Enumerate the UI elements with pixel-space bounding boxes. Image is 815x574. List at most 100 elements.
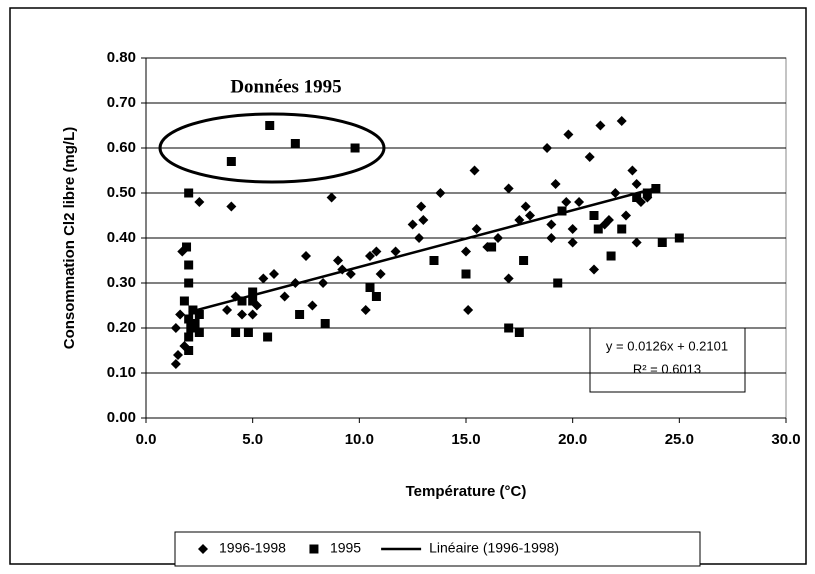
x-tick-label: 25.0	[665, 431, 694, 448]
point	[371, 246, 382, 257]
point	[574, 197, 585, 207]
x-tick-label: 5.0	[242, 431, 263, 448]
point	[333, 255, 343, 266]
point	[616, 116, 627, 126]
equation: y = 0.0126x + 0.2101	[606, 338, 728, 353]
point	[175, 309, 186, 320]
point	[360, 305, 371, 315]
point	[320, 319, 330, 328]
point	[243, 328, 253, 337]
point	[279, 291, 290, 302]
point	[182, 242, 192, 252]
point	[487, 242, 497, 252]
point	[553, 278, 563, 288]
y-axis-title: Consommation Cl2 libre (mg/L)	[61, 127, 78, 350]
y-tick-label: 0.00	[107, 409, 136, 426]
point	[657, 238, 667, 247]
point	[414, 233, 425, 243]
point	[184, 260, 194, 270]
point	[493, 233, 503, 243]
point	[226, 201, 237, 212]
point	[463, 305, 474, 315]
point	[631, 179, 642, 189]
point	[326, 192, 337, 203]
point	[471, 224, 482, 234]
point	[429, 256, 439, 265]
point	[237, 296, 247, 306]
x-tick-label: 30.0	[771, 431, 800, 448]
point	[503, 183, 514, 194]
point	[584, 152, 595, 162]
x-tick-label: 0.0	[136, 431, 157, 448]
x-tick-label: 10.0	[345, 431, 374, 448]
point	[504, 323, 514, 333]
point	[247, 309, 258, 320]
point	[525, 210, 535, 221]
y-tick-label: 0.50	[107, 184, 136, 201]
point	[435, 188, 446, 198]
point	[503, 273, 514, 284]
legend-box	[174, 531, 701, 567]
point	[567, 237, 578, 248]
annotation: Données 1995	[230, 76, 341, 97]
point	[469, 165, 480, 176]
y-tick-label: 0.80	[107, 49, 136, 66]
point	[173, 350, 183, 360]
point	[519, 256, 529, 265]
point	[621, 210, 631, 221]
point	[546, 219, 557, 230]
point	[265, 121, 275, 130]
point	[589, 211, 599, 220]
point	[184, 188, 194, 198]
point	[365, 251, 375, 261]
point	[248, 287, 258, 297]
legend-label: 1996-1998	[219, 540, 286, 556]
point	[190, 319, 200, 328]
point	[674, 233, 684, 243]
point	[567, 224, 578, 234]
point	[416, 201, 427, 212]
point	[593, 224, 603, 234]
point	[290, 139, 300, 148]
point	[563, 129, 574, 140]
point	[589, 264, 599, 275]
point	[184, 346, 194, 355]
legend-label: Linéaire (1996-1998)	[429, 540, 559, 556]
point	[610, 188, 621, 198]
point	[179, 296, 189, 306]
point	[184, 332, 194, 342]
point	[248, 296, 258, 306]
x-axis-title: Température (°C)	[406, 483, 527, 500]
point	[546, 233, 557, 243]
point	[514, 328, 524, 337]
point	[226, 157, 236, 166]
point	[371, 292, 381, 301]
point	[627, 165, 638, 176]
point	[375, 269, 386, 279]
point	[263, 332, 273, 342]
point	[307, 300, 318, 311]
point	[418, 215, 429, 225]
point	[237, 309, 247, 320]
x-tick-label: 20.0	[558, 431, 587, 448]
point	[345, 269, 356, 279]
r-squared: R² = 0.6013	[633, 361, 701, 376]
point	[295, 310, 305, 319]
point	[561, 197, 572, 207]
point	[170, 359, 181, 369]
y-tick-label: 0.60	[107, 139, 136, 156]
legend-label: 1995	[330, 540, 361, 556]
point	[606, 251, 616, 261]
point	[194, 310, 204, 319]
point	[632, 193, 642, 202]
point	[184, 314, 194, 324]
point	[390, 246, 401, 257]
point	[595, 120, 606, 131]
point	[542, 143, 553, 153]
point	[269, 269, 279, 279]
point	[258, 273, 269, 284]
point	[557, 206, 567, 216]
point	[350, 143, 360, 153]
legend-marker	[198, 544, 208, 554]
